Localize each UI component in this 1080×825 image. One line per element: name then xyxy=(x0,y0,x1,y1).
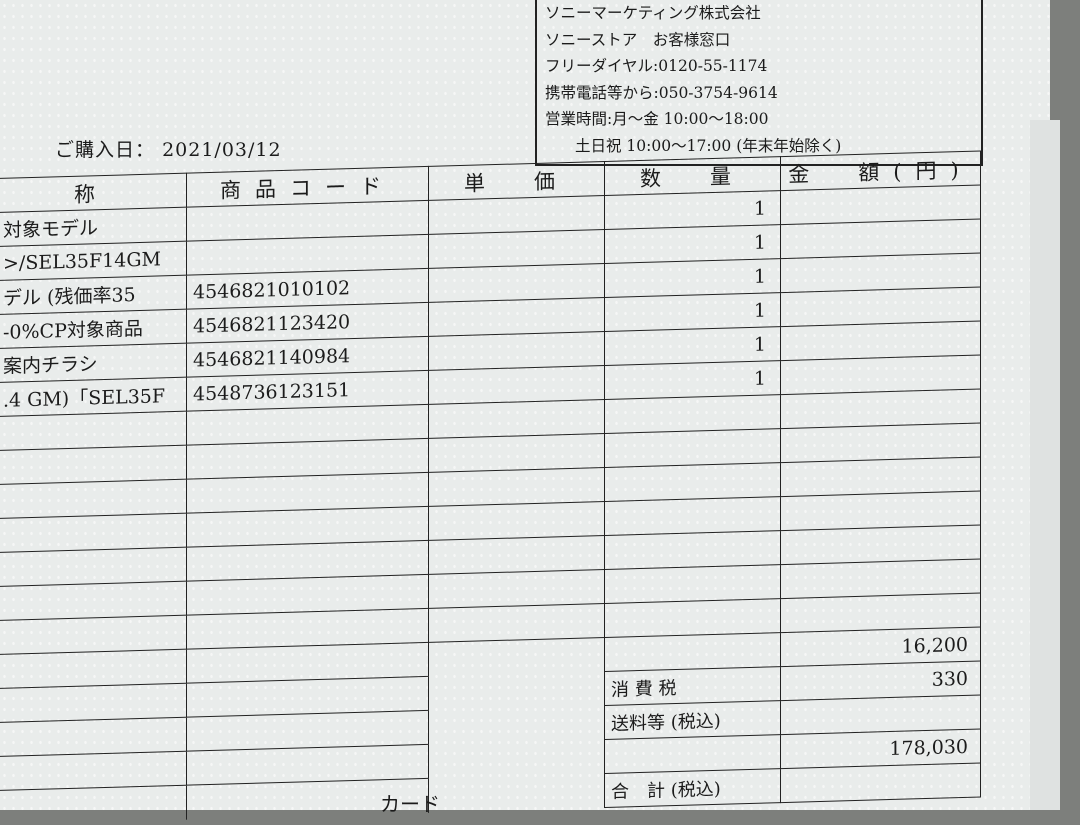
purchase-date-value: 2021/03/12 xyxy=(162,139,282,161)
item-qty: 1 xyxy=(604,360,781,400)
item-name: >/SEL35F14GM xyxy=(0,241,187,281)
empty-cell xyxy=(428,433,605,473)
item-amount xyxy=(780,355,981,395)
empty-cell xyxy=(0,615,187,655)
empty-cell xyxy=(604,496,781,536)
empty-cell xyxy=(780,491,981,531)
blank-cell xyxy=(428,739,605,779)
issuer-hours-weekday: 営業時間:月～金 10:00～18:00 xyxy=(545,110,769,128)
blank-cell xyxy=(428,637,605,677)
summary-label: 合 計 (税込) xyxy=(604,768,781,808)
empty-cell xyxy=(780,457,981,497)
item-amount xyxy=(780,219,981,259)
empty-cell xyxy=(604,564,781,604)
item-name: 対象モデル xyxy=(0,207,187,247)
item-amount xyxy=(780,253,981,293)
empty-cell xyxy=(428,569,605,609)
blank-cell xyxy=(428,671,605,711)
item-qty: 1 xyxy=(604,224,781,264)
empty-cell xyxy=(428,501,605,541)
item-price xyxy=(428,331,605,371)
item-price xyxy=(428,263,605,303)
item-price xyxy=(428,297,605,337)
item-qty: 1 xyxy=(604,258,781,298)
purchase-date: ご購入日： 2021/03/12 xyxy=(55,135,282,162)
header-amount: 金 額(円) xyxy=(780,151,981,191)
summary-label: 送料等 (税込) xyxy=(604,700,781,740)
item-name: デル (残価率35 xyxy=(0,275,187,315)
item-amount xyxy=(780,185,981,225)
blank-cell xyxy=(0,751,187,791)
empty-cell xyxy=(0,513,187,553)
summary-value xyxy=(780,695,981,735)
header-price: 単 価 xyxy=(428,161,605,201)
empty-cell xyxy=(428,603,605,643)
summary-value: 330 xyxy=(780,661,981,701)
empty-cell xyxy=(780,389,981,429)
paper-edge xyxy=(1030,120,1060,810)
item-name: 案内チラシ xyxy=(0,343,187,383)
empty-cell xyxy=(428,399,605,439)
issuer-freedial: フリーダイヤル:0120-55-1174 xyxy=(545,57,768,75)
blank-cell xyxy=(428,773,605,813)
empty-cell xyxy=(604,428,781,468)
items-table: 称 商品コード 単 価 数 量 金 額(円) 対象モデル 1 >/SEL35F14G… xyxy=(0,150,981,825)
item-qty: 1 xyxy=(604,190,781,230)
empty-cell xyxy=(428,467,605,507)
issuer-store: ソニーストア お客様窓口 xyxy=(545,30,731,49)
issuer-company: ソニーマーケティング株式会社 xyxy=(545,4,761,22)
blank-cell xyxy=(0,649,187,689)
blank-cell xyxy=(0,683,187,723)
item-amount xyxy=(780,287,981,327)
item-price xyxy=(428,195,605,235)
summary-value: 178,030 xyxy=(780,729,981,769)
empty-cell xyxy=(0,411,187,451)
empty-cell xyxy=(780,423,981,463)
summary-value xyxy=(780,763,981,803)
empty-cell xyxy=(0,479,187,519)
empty-cell xyxy=(780,559,981,599)
empty-cell xyxy=(604,530,781,570)
header-qty: 数 量 xyxy=(604,156,781,196)
blank-cell xyxy=(428,705,605,745)
purchase-date-label: ご購入日： xyxy=(55,139,156,161)
empty-cell xyxy=(0,547,187,587)
blank-cell xyxy=(0,717,187,757)
item-price xyxy=(428,365,605,405)
empty-cell xyxy=(604,462,781,502)
footer-text: カード xyxy=(380,792,440,816)
empty-cell xyxy=(428,535,605,575)
item-name: -0%CP対象商品 xyxy=(0,309,187,349)
summary-label xyxy=(604,734,781,774)
blank-cell xyxy=(0,785,187,825)
empty-cell xyxy=(604,394,781,434)
item-amount xyxy=(780,321,981,361)
summary-label xyxy=(604,632,781,672)
issuer-info-box: ソニーマーケティング株式会社 ソニーストア お客様窓口 フリーダイヤル:0120… xyxy=(535,0,983,166)
item-qty: 1 xyxy=(604,326,781,366)
summary-value: 16,200 xyxy=(780,627,981,667)
item-name: .4 GM)「SEL35F xyxy=(0,377,187,417)
item-price xyxy=(428,229,605,269)
issuer-hours-weekend: 土日祝 10:00～17:00 (年末年始除く) xyxy=(575,136,842,155)
empty-cell xyxy=(780,593,981,633)
empty-cell xyxy=(780,525,981,565)
item-qty: 1 xyxy=(604,292,781,332)
receipt-paper xyxy=(0,0,1050,810)
issuer-mobile: 携帯電話等から:050-3754-9614 xyxy=(545,83,778,102)
header-name: 称 xyxy=(0,173,187,213)
empty-cell xyxy=(0,581,187,621)
empty-cell xyxy=(604,598,781,638)
empty-cell xyxy=(0,445,187,485)
summary-label: 消 費 税 xyxy=(604,666,781,706)
